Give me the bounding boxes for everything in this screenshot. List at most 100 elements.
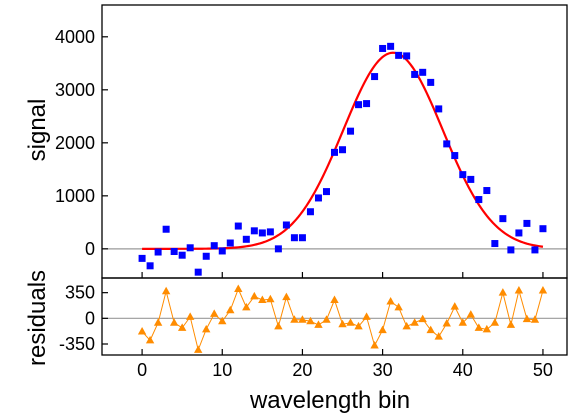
signal-point [322,188,330,196]
signal-point [395,51,403,59]
residual-point [290,315,299,323]
signal-point [355,101,363,109]
residuals-axis-title: residuals [24,270,51,366]
signal-point [234,222,242,230]
signal-point [467,175,475,183]
x-tick-label: 40 [453,360,473,380]
signal-point [258,229,266,237]
residual-point [202,324,211,333]
signal-plot-frame [101,4,568,279]
signal-point [475,196,483,204]
signal-point [162,225,170,233]
signal-point [419,68,427,76]
residual-point [314,320,323,328]
residual-point [194,345,203,353]
signal-point [427,78,435,86]
signal-point [138,254,146,262]
signal-point [483,187,491,195]
residual-point [218,316,227,325]
signal-point [435,105,443,113]
signal-point [363,100,371,108]
residual-point [338,319,347,328]
signal-point [539,225,547,233]
residual-point [426,325,435,334]
residual-point [482,324,492,333]
residual-point [386,296,395,305]
y-tick-label: 4000 [55,27,95,47]
y-tick-label: 350 [65,283,95,303]
x-tick-label: 0 [137,360,147,380]
residual-point [514,285,524,294]
residual-point [418,314,427,323]
residual-point [266,294,275,303]
residual-point [234,284,243,292]
x-tick-label: 10 [212,360,232,380]
signal-point [186,244,194,252]
residual-point [322,315,331,323]
signal-point [210,242,218,250]
residual-point [330,295,339,303]
residual-point [145,335,155,344]
signal-point [242,235,250,243]
residual-point [298,315,307,323]
signal-point [331,148,338,156]
residual-point [306,316,315,325]
residual-point [370,340,379,349]
residual-point [538,285,548,294]
residual-point [490,318,500,326]
signal-point [306,208,314,216]
residual-point [177,323,187,331]
residual-point [402,321,411,330]
residual-point [522,314,532,323]
signal-point [459,171,467,179]
y-tick-label: 2000 [55,133,95,153]
signal-point [178,251,186,259]
y-tick-label: 1000 [55,186,95,206]
x-tick-label: 20 [292,360,312,380]
signal-point [314,194,322,202]
residual-point [362,312,371,320]
residual-point [506,320,516,328]
signal-point [379,44,387,52]
x-tick-label: 50 [533,360,553,380]
residuals-line [141,287,544,352]
residual-point [458,318,467,326]
residual-point [498,288,508,296]
residual-point [450,302,459,310]
y-tick-label: 3000 [55,80,95,100]
residual-point [394,302,403,311]
residual-point [137,327,147,335]
residual-point [258,295,267,303]
residual-point [466,310,475,318]
residual-point [169,318,179,326]
signal-axis-title: signal [24,99,51,162]
residual-point [410,318,419,326]
signal-point [274,245,282,253]
signal-point [499,215,507,223]
residual-point [530,315,540,323]
signal-point [170,247,178,255]
residuals-panel: 350 0 -350 0 10 20 30 40 50 [59,277,568,380]
residual-point [354,321,363,330]
signal-point [403,52,411,60]
residual-point [274,321,283,330]
signal-point [515,229,523,237]
signal-point [202,252,210,260]
signal-panel: 0 1000 2000 3000 4000 [55,4,568,279]
signal-point [451,152,459,160]
residual-point [250,291,259,300]
residual-point [474,323,484,331]
signal-point [226,239,234,247]
signal-point [347,127,355,135]
residual-point [346,318,355,326]
signal-point [146,262,154,270]
signal-point [282,221,290,229]
residual-point [226,305,235,314]
y-tick-label: 0 [85,308,95,328]
signal-point [194,268,202,276]
signal-point [387,42,395,50]
signal-point [266,228,274,236]
y-tick-label: 0 [85,239,95,259]
residual-point [282,292,291,301]
